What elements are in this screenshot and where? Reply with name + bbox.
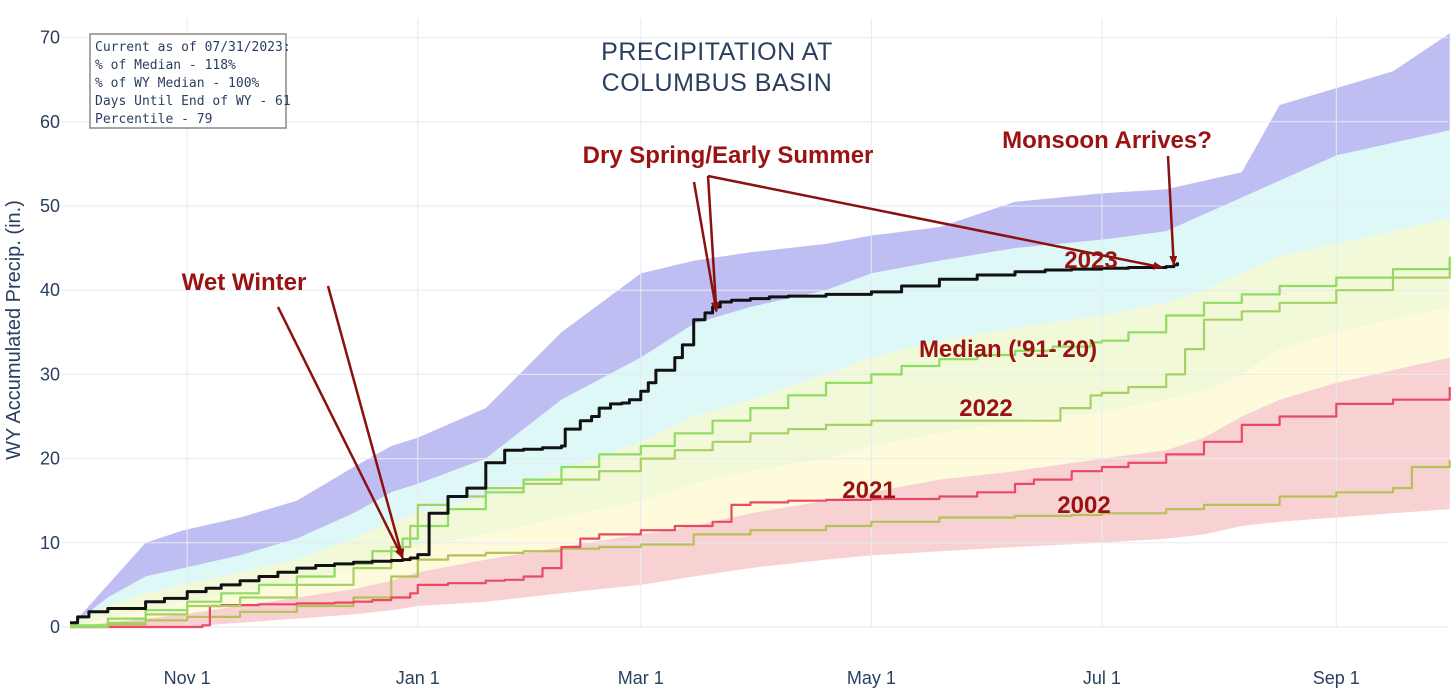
x-tick-label: Mar 1 — [618, 668, 664, 688]
x-tick-label: Jan 1 — [396, 668, 440, 688]
y-tick-label: 50 — [40, 196, 60, 216]
series-line-2023 — [70, 262, 1179, 625]
x-tick-label: Jul 1 — [1083, 668, 1121, 688]
annotation-labels: 2023 Median ('91-'20) 2022 2021 2002 Wet Wint… — [182, 127, 1212, 519]
info-line-5: Percentile - 79 — [95, 112, 212, 127]
chart-title-line-2: COLUMBUS BASIN — [602, 69, 833, 97]
info-line-1: Current as of 07/31/2023: — [95, 40, 291, 55]
annotation-dry-spring-early-summer: Dry Spring/Early Summer — [583, 142, 874, 169]
y-tick-label: 10 — [40, 533, 60, 553]
x-tick-label: Sep 1 — [1313, 668, 1360, 688]
annotation-arrow — [276, 306, 404, 559]
chart-title-line-1: PRECIPITATION AT — [601, 38, 833, 66]
series-line-2021 — [70, 387, 1451, 629]
info-line-4: Days Until End of WY - 61 — [95, 94, 291, 109]
x-tick-label: May 1 — [847, 668, 896, 688]
band-max-p90 — [70, 33, 1450, 627]
band-p90-p70 — [70, 130, 1450, 627]
y-tick-label: 20 — [40, 449, 60, 469]
annotation-monsoon-arrives: Monsoon Arrives? — [1002, 127, 1212, 154]
y-tick-label: 30 — [40, 364, 60, 384]
annotation-2023: 2023 — [1064, 247, 1117, 274]
annotation-2002: 2002 — [1057, 492, 1110, 519]
annotation-arrow — [1166, 155, 1178, 266]
annotation-arrow — [326, 285, 405, 559]
series-lines — [70, 256, 1451, 629]
annotation-arrows — [276, 155, 1178, 559]
band-p10-min — [70, 357, 1450, 627]
annotation-wet-winter: Wet Winter — [182, 269, 307, 296]
annotation-arrow — [707, 174, 1164, 270]
y-tick-label: 70 — [40, 28, 60, 48]
y-tick-label: 60 — [40, 112, 60, 132]
series-line-median-91-20- — [70, 260, 1451, 627]
info-line-2: % of Median - 118% — [95, 58, 236, 73]
series-line-2022 — [70, 256, 1451, 629]
annotation-2021: 2021 — [842, 477, 895, 504]
series-line-2002 — [70, 460, 1451, 629]
annotation-arrow — [692, 181, 719, 313]
info-box: Current as of 07/31/2023: % of Median - … — [89, 33, 291, 129]
annotation-median-91-20: Median ('91-'20) — [919, 336, 1097, 363]
annotation-2022: 2022 — [959, 395, 1012, 422]
info-line-3: % of WY Median - 100% — [95, 76, 260, 91]
y-tick-label: 40 — [40, 280, 60, 300]
y-tick-label: 0 — [50, 617, 60, 637]
x-tick-label: Nov 1 — [164, 668, 211, 688]
annotation-arrow — [706, 175, 720, 313]
axes: 0 10 20 30 40 50 60 70 Nov 1 Jan 1 Mar 1 May 1 Jul 1… — [40, 28, 1360, 688]
y-axis-label: WY Accumulated Precip. (in.) — [3, 200, 25, 460]
